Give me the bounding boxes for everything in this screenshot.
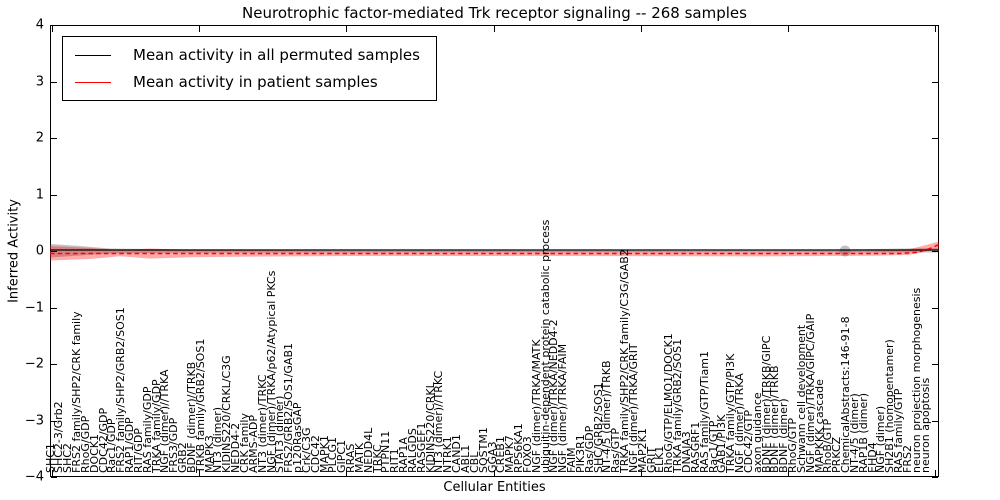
y-tick-mark-right <box>932 420 938 422</box>
legend-row-permuted: Mean activity in all permuted samples <box>75 46 420 64</box>
y-tick-label: 0 <box>35 243 44 259</box>
chart-title: Neurotrophic factor-mediated Trk recepto… <box>242 4 747 22</box>
x-tick-mark-top <box>935 26 937 32</box>
y-tick-mark-left <box>51 420 57 422</box>
y-tick-mark-left <box>51 251 57 252</box>
y-tick-mark-left <box>51 81 57 83</box>
legend-line-black <box>75 54 111 56</box>
y-tick-mark-right <box>932 194 938 196</box>
x-tick-mark-top <box>199 26 201 32</box>
x-tick-mark-top <box>493 26 495 32</box>
y-tick-label: 2 <box>35 130 44 146</box>
x-tick-mark-top <box>640 26 642 32</box>
y-tick-mark-right <box>932 138 938 139</box>
legend-row-patient: Mean activity in patient samples <box>75 73 420 91</box>
y-tick-mark-left <box>51 477 57 478</box>
y-tick-label: 4 <box>35 17 44 33</box>
legend-label-permuted: Mean activity in all permuted samples <box>133 46 420 64</box>
y-tick-label: −4 <box>24 469 44 485</box>
x-tick-mark-bottom <box>935 470 937 476</box>
x-tick-label: neuron apoptosis <box>918 377 932 473</box>
y-tick-label: −2 <box>24 356 44 372</box>
y-tick-mark-left <box>51 364 57 365</box>
x-tick-mark-bottom <box>493 470 495 476</box>
permuted-confidence-band <box>50 244 939 258</box>
permuted-band-bulge <box>839 245 851 257</box>
x-tick-mark-top <box>346 26 348 32</box>
x-tick-mark-bottom <box>346 470 348 476</box>
legend: Mean activity in all permuted samples Me… <box>62 36 437 101</box>
legend-line-red <box>75 81 111 83</box>
data-series-canvas <box>50 241 939 261</box>
y-tick-mark-right <box>932 81 938 83</box>
legend-label-patient: Mean activity in patient samples <box>133 73 378 91</box>
x-tick-mark-top <box>52 26 53 32</box>
x-tick-mark-bottom <box>199 470 201 476</box>
y-tick-label: 1 <box>35 187 44 202</box>
x-tick-mark-bottom <box>640 470 642 476</box>
y-tick-label: 3 <box>35 74 44 89</box>
y-tick-mark-left <box>51 25 57 26</box>
patient-confidence-band <box>50 241 939 261</box>
y-tick-mark-right <box>932 251 938 252</box>
y-tick-mark-right <box>932 307 938 309</box>
y-tick-mark-left <box>51 307 57 309</box>
x-tick-mark-bottom <box>52 470 53 476</box>
y-tick-label: −3 <box>24 413 44 428</box>
y-tick-mark-right <box>932 25 938 26</box>
y-tick-mark-right <box>932 364 938 365</box>
x-axis-label: Cellular Entities <box>443 480 546 495</box>
y-tick-mark-left <box>51 194 57 196</box>
y-tick-mark-right <box>932 477 938 478</box>
y-tick-mark-left <box>51 138 57 139</box>
x-tick-mark-top <box>788 26 789 32</box>
x-tick-mark-bottom <box>788 470 789 476</box>
y-tick-label: −1 <box>24 300 44 315</box>
